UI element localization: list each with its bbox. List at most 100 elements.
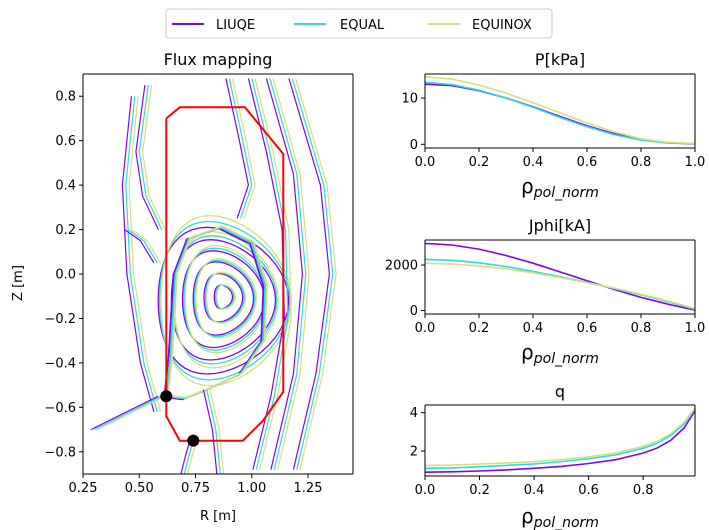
flux-surface-equal bbox=[183, 247, 267, 351]
flux-surface-equal bbox=[214, 284, 235, 310]
flux-surface-liuqe bbox=[203, 272, 244, 323]
x-point-marker bbox=[187, 434, 200, 447]
open-field-line-equinox bbox=[209, 389, 225, 474]
open-field-line-liuqe bbox=[288, 78, 331, 470]
open-field-line-equal bbox=[127, 229, 158, 264]
flux-surface-equinox bbox=[195, 258, 257, 339]
open-field-line-equinox bbox=[97, 395, 166, 431]
pressure-xtick-label: 0.2 bbox=[469, 155, 490, 170]
q-xtick-label: 0.8 bbox=[633, 483, 654, 498]
jphi-xtick-label: 0.2 bbox=[469, 321, 490, 336]
jphi-series-equal bbox=[424, 258, 696, 310]
flux-surface-liuqe bbox=[181, 250, 265, 349]
flux-surface-equinox bbox=[216, 284, 236, 310]
open-field-line-liuqe bbox=[121, 96, 155, 412]
open-field-line-equal bbox=[94, 395, 163, 431]
jphi-series-equinox bbox=[424, 262, 696, 310]
pressure-series-liuqe bbox=[424, 83, 696, 145]
jphi-title: Jphi[kA] bbox=[528, 216, 591, 235]
flux-ytick-label: −0.2 bbox=[44, 312, 76, 327]
jphi-xtick-label: 0.4 bbox=[523, 321, 544, 336]
q-title: q bbox=[555, 382, 565, 401]
flux-surface-equinox bbox=[160, 214, 293, 387]
open-field-line-equal bbox=[269, 78, 307, 470]
flux-ytick-label: −0.4 bbox=[44, 356, 76, 371]
jphi-series-liuqe bbox=[424, 242, 696, 311]
open-field-line-equal bbox=[125, 96, 158, 412]
q-xtick-label: 0.4 bbox=[524, 483, 545, 498]
flux-xlabel: R [m] bbox=[200, 509, 236, 524]
open-field-line-equal bbox=[206, 389, 221, 474]
flux-surface-equal bbox=[204, 272, 245, 324]
open-field-line-equinox bbox=[141, 85, 166, 230]
pressure-xtick-label: 0.8 bbox=[631, 155, 652, 170]
q-panel: 0.0 0.2 0.4 0.6 0.8 4 2 bbox=[410, 404, 696, 498]
q-xtick-label: 0.0 bbox=[415, 483, 436, 498]
pressure-series-equal bbox=[424, 81, 696, 145]
jphi-xtick-label: 1.0 bbox=[685, 321, 706, 336]
flux-surface-liuqe bbox=[213, 284, 234, 310]
legend-label-equinox: EQUINOX bbox=[472, 18, 532, 33]
open-field-line-liuqe bbox=[265, 78, 304, 470]
legend-label-equal: EQUAL bbox=[340, 18, 385, 33]
q-xtick-label: 0.6 bbox=[578, 483, 599, 498]
flux-surface-equal bbox=[193, 259, 256, 338]
flux-ylabel: Z [m] bbox=[11, 265, 26, 301]
open-field-line-equal bbox=[291, 78, 334, 470]
flux-ytick-label: 0.4 bbox=[55, 179, 76, 194]
flux-xtick-label: 0.25 bbox=[69, 481, 98, 496]
jphi-xlabel: ρpol_norm bbox=[521, 340, 599, 367]
flux-surface-liuqe bbox=[170, 239, 277, 361]
legend: LIUQE EQUAL EQUINOX bbox=[165, 8, 553, 39]
flux-ytick-label: 0.8 bbox=[55, 90, 76, 105]
pressure-series-equinox bbox=[424, 76, 696, 145]
legend-label-liuqe: LIUQE bbox=[216, 18, 255, 33]
flux-surface-equal bbox=[158, 220, 291, 381]
flux-surface-equinox bbox=[184, 244, 268, 354]
pressure-xtick-label: 0.0 bbox=[415, 155, 436, 170]
jphi-panel: 0.0 0.2 0.4 0.6 0.8 1.0 2000 0 bbox=[385, 239, 706, 336]
flux-xtick-label: 1.00 bbox=[237, 481, 266, 496]
flux-contours bbox=[90, 78, 337, 474]
flux-ytick-label: 0.6 bbox=[55, 134, 76, 149]
flux-ytick-label: −0.6 bbox=[44, 401, 76, 416]
jphi-xtick-label: 0.0 bbox=[415, 321, 436, 336]
flux-xtick-label: 0.50 bbox=[125, 481, 154, 496]
jphi-ytick-label: 2000 bbox=[385, 259, 418, 274]
flux-mapping-panel: 0.25 0.50 0.75 1.00 1.25 0.8 0.6 0.4 0.2 0.0 −0.2 −… bbox=[44, 73, 354, 496]
vessel-wall bbox=[165, 106, 285, 442]
flux-mapping-title: Flux mapping bbox=[164, 50, 273, 69]
q-xtick-label: 0.2 bbox=[469, 483, 490, 498]
jphi-ytick-label: 0 bbox=[410, 304, 418, 319]
legend-box bbox=[165, 8, 553, 39]
open-field-line-equinox bbox=[254, 78, 292, 470]
x-point-marker bbox=[160, 390, 173, 403]
open-field-line-equinox bbox=[272, 78, 310, 470]
flux-ytick-label: 0.2 bbox=[55, 223, 76, 238]
open-field-line-liuqe bbox=[202, 389, 218, 474]
flux-ytick-label: 0.0 bbox=[55, 268, 76, 283]
pressure-xtick-label: 0.4 bbox=[523, 155, 544, 170]
q-xlabel: ρpol_norm bbox=[521, 504, 599, 530]
open-field-line-liuqe bbox=[90, 395, 159, 431]
pressure-title: P[kPa] bbox=[535, 50, 585, 69]
pressure-xtick-label: 1.0 bbox=[685, 155, 706, 170]
pressure-panel: 0.0 0.2 0.4 0.6 0.8 1.0 10 0 bbox=[401, 73, 706, 170]
open-field-line-liuqe bbox=[135, 85, 159, 230]
pressure-ytick-label: 10 bbox=[401, 92, 418, 107]
q-ytick-label: 2 bbox=[410, 445, 418, 460]
open-field-line-equinox bbox=[131, 229, 162, 264]
open-field-line-equinox bbox=[128, 96, 162, 412]
open-field-line-equinox bbox=[232, 78, 256, 219]
open-field-line-liuqe bbox=[180, 440, 191, 474]
flux-surface-liuqe bbox=[192, 261, 255, 336]
flux-surface-equinox bbox=[206, 271, 247, 324]
pressure-xlabel: ρpol_norm bbox=[521, 174, 599, 201]
flux-xtick-label: 0.75 bbox=[181, 481, 210, 496]
pressure-ytick-label: 0 bbox=[410, 138, 418, 153]
flux-ytick-label: −0.8 bbox=[44, 445, 76, 460]
flux-xtick-label: 1.25 bbox=[294, 481, 323, 496]
q-ytick-label: 4 bbox=[410, 406, 418, 421]
separatrix-equinox bbox=[167, 225, 269, 399]
